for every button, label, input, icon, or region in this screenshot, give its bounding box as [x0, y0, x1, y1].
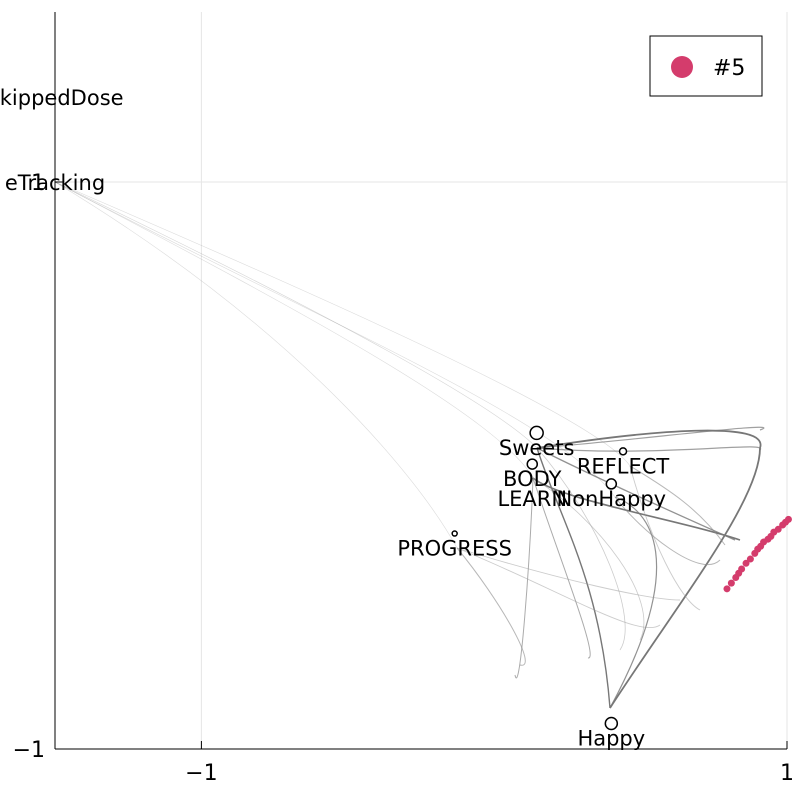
edge — [54, 181, 458, 549]
legend: #5 — [649, 35, 763, 97]
edge — [536, 447, 611, 709]
node-label: SkippedDose — [0, 86, 124, 110]
edge — [532, 477, 645, 641]
edge — [456, 547, 661, 629]
axes: −1 1 −1 1 — [13, 12, 794, 786]
node-label: BODY — [503, 467, 562, 491]
legend-box — [649, 35, 763, 97]
edge — [532, 477, 591, 659]
node-labels: SkippedDose eTracking Sweets BODY REFLECT LEA… — [0, 86, 669, 751]
series-point — [784, 515, 792, 523]
chart-edges — [54, 181, 765, 709]
edge — [536, 426, 765, 449]
node-label: Happy — [577, 726, 645, 750]
node-marker — [604, 716, 619, 731]
node-label: Sweets — [499, 436, 575, 460]
edge — [536, 429, 762, 449]
y-tick-label: 1 — [31, 171, 45, 196]
series-point — [746, 555, 754, 563]
series-point — [723, 585, 731, 593]
edge — [54, 181, 538, 449]
series-points — [723, 515, 792, 593]
edge — [536, 447, 626, 651]
edge — [456, 547, 681, 601]
edge — [609, 496, 658, 709]
node-label: LEARN — [497, 487, 567, 511]
edge — [629, 465, 701, 611]
y-tick-label: −1 — [13, 738, 45, 763]
node-label: eTracking — [5, 171, 105, 195]
edge — [629, 465, 726, 546]
edge — [456, 547, 526, 666]
node-label: PROGRESS — [397, 537, 512, 561]
edge — [514, 477, 534, 679]
node-marker — [605, 478, 618, 490]
edge — [54, 181, 534, 479]
node-label: REFLECT — [577, 454, 670, 478]
legend-marker — [671, 56, 693, 78]
node-markers — [451, 425, 628, 731]
series-point — [774, 525, 782, 533]
legend-label: #5 — [713, 56, 745, 81]
edge — [614, 496, 721, 566]
x-tick-label: −1 — [185, 761, 217, 786]
edge — [54, 181, 616, 498]
node-label: NonHappy — [557, 487, 667, 511]
node-marker — [529, 425, 544, 441]
node-marker — [526, 458, 539, 470]
edge — [54, 181, 631, 467]
series-point — [738, 565, 746, 573]
grid-lines — [55, 12, 788, 750]
series-point — [727, 579, 735, 587]
edge — [536, 447, 736, 541]
x-tick-label: 1 — [780, 761, 794, 786]
edge — [536, 446, 762, 452]
series-point — [742, 559, 750, 567]
node-marker — [618, 447, 628, 456]
node-marker — [451, 530, 458, 537]
edge — [609, 447, 761, 709]
